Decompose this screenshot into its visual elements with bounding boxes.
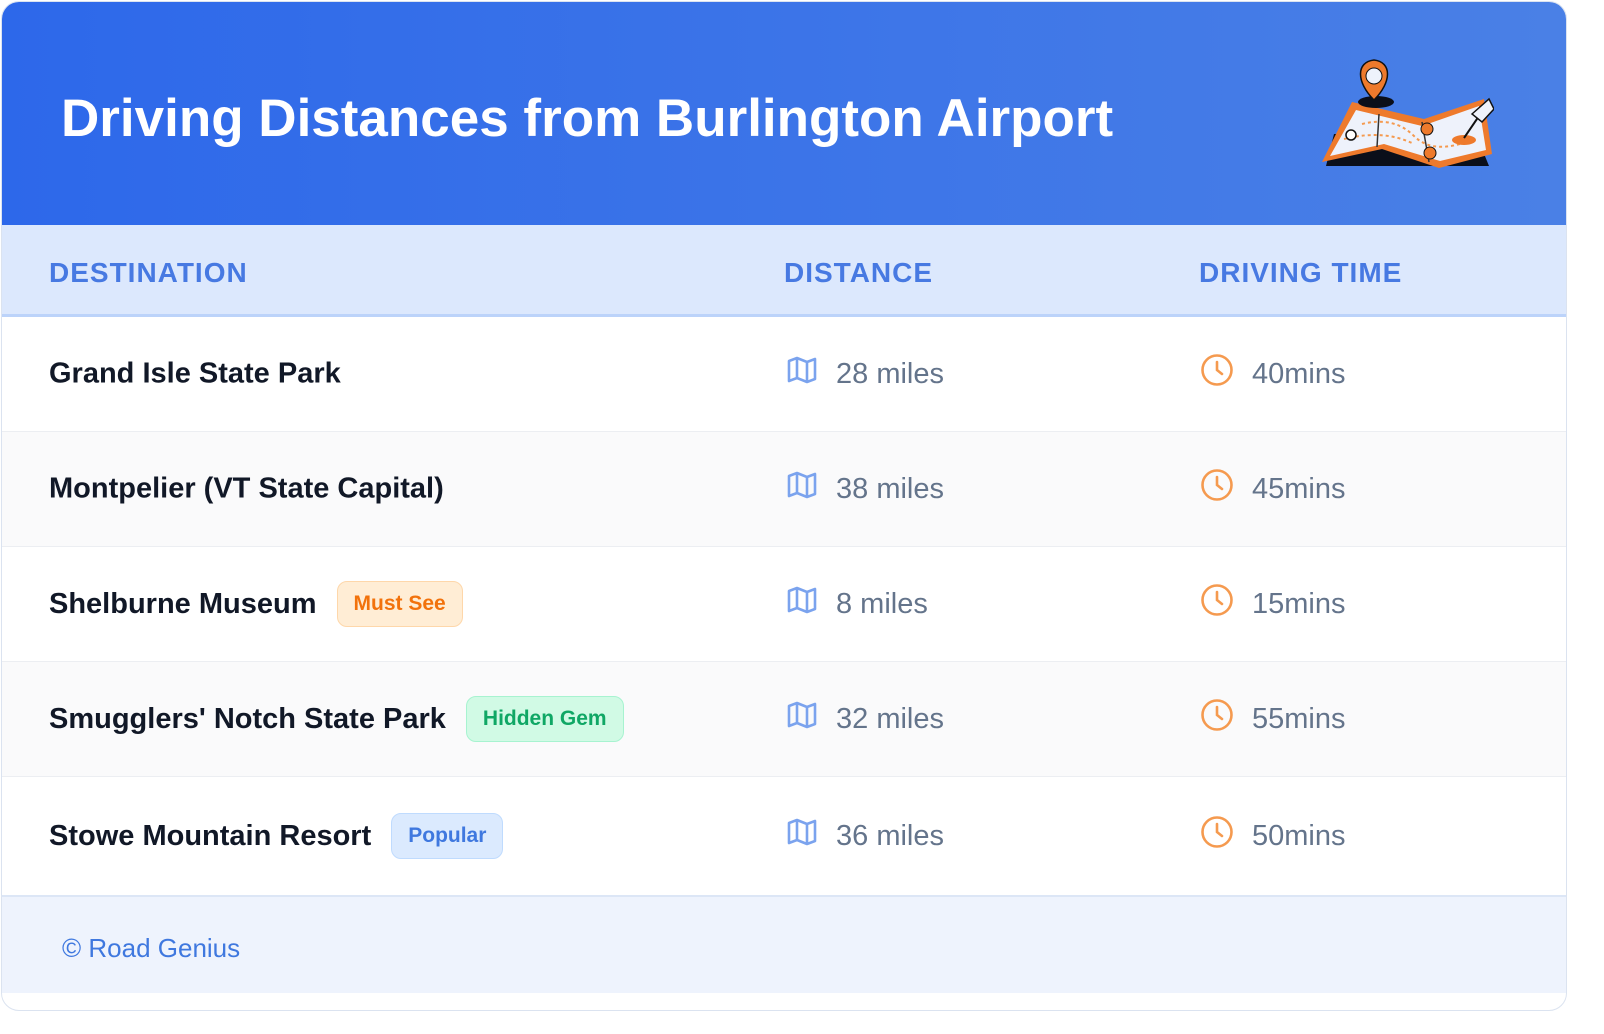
driving-time-cell: 40mins [1200, 353, 1346, 395]
destination-name: Stowe Mountain Resort [49, 819, 372, 852]
clock-icon [1200, 353, 1234, 395]
status-badge: Hidden Gem [465, 696, 624, 742]
distance-cell: 36 miles [786, 818, 944, 854]
table-row: Grand Isle State Park 28 miles 40mins [2, 317, 1566, 432]
copyright-text: © Road Genius [62, 933, 241, 963]
clock-icon [1200, 468, 1234, 510]
destination-cell: Smugglers' Notch State Park Hidden Gem [49, 696, 624, 742]
table-header: DESTINATION DISTANCE DRIVING TIME [2, 225, 1566, 317]
driving-time-value: 40mins [1252, 357, 1346, 390]
column-header-distance: DISTANCE [784, 257, 934, 288]
destination-cell: Shelburne Museum Must See [49, 581, 463, 627]
table-row: Shelburne Museum Must See 8 miles 15mins [2, 547, 1566, 662]
status-badge: Must See [336, 581, 463, 627]
driving-time-value: 15mins [1252, 587, 1346, 620]
status-badge: Popular [391, 813, 504, 859]
driving-time-value: 55mins [1252, 702, 1346, 735]
page-title: Driving Distances from Burlington Airpor… [61, 89, 1114, 148]
distance-value: 38 miles [836, 472, 944, 505]
table-row: Montpelier (VT State Capital) 38 miles 4… [2, 432, 1566, 547]
clock-icon [1200, 698, 1234, 740]
distance-value: 8 miles [836, 587, 928, 620]
destination-name: Smugglers' Notch State Park [49, 702, 446, 735]
footer: © Road Genius [2, 897, 1566, 993]
map-icon [786, 356, 818, 392]
map-icon [786, 471, 818, 507]
destination-name: Shelburne Museum [49, 587, 317, 620]
driving-time-cell: 45mins [1200, 468, 1346, 510]
map-with-pins-icon [1322, 59, 1494, 168]
map-icon [786, 818, 818, 854]
distance-value: 32 miles [836, 702, 944, 735]
distance-cell: 32 miles [786, 701, 944, 737]
map-icon [786, 586, 818, 622]
column-header-driving-time: DRIVING TIME [1199, 257, 1403, 288]
driving-time-cell: 15mins [1200, 583, 1346, 625]
header: Driving Distances from Burlington Airpor… [2, 2, 1566, 225]
map-icon [786, 701, 818, 737]
destination-name: Grand Isle State Park [49, 357, 341, 390]
distance-value: 28 miles [836, 357, 944, 390]
clock-icon [1200, 583, 1234, 625]
destination-cell: Montpelier (VT State Capital) [49, 473, 444, 506]
distance-cell: 38 miles [786, 471, 944, 507]
column-header-destination: DESTINATION [49, 257, 248, 288]
destination-cell: Stowe Mountain Resort Popular [49, 813, 504, 859]
driving-time-value: 50mins [1252, 819, 1346, 852]
distance-value: 36 miles [836, 819, 944, 852]
table-row: Smugglers' Notch State Park Hidden Gem 32… [2, 662, 1566, 777]
table-row: Stowe Mountain Resort Popular 36 miles 50… [2, 777, 1566, 897]
clock-icon [1200, 815, 1234, 857]
distance-cell: 28 miles [786, 356, 944, 392]
destination-name: Montpelier (VT State Capital) [49, 472, 444, 505]
distance-table-card: Driving Distances from Burlington Airpor… [1, 1, 1567, 1011]
driving-time-value: 45mins [1252, 472, 1346, 505]
destination-cell: Grand Isle State Park [49, 358, 341, 391]
distance-cell: 8 miles [786, 586, 928, 622]
driving-time-cell: 50mins [1200, 815, 1346, 857]
driving-time-cell: 55mins [1200, 698, 1346, 740]
